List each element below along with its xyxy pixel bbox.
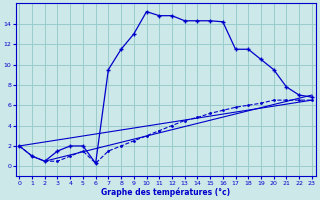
X-axis label: Graphe des températures (°c): Graphe des températures (°c)	[101, 187, 230, 197]
